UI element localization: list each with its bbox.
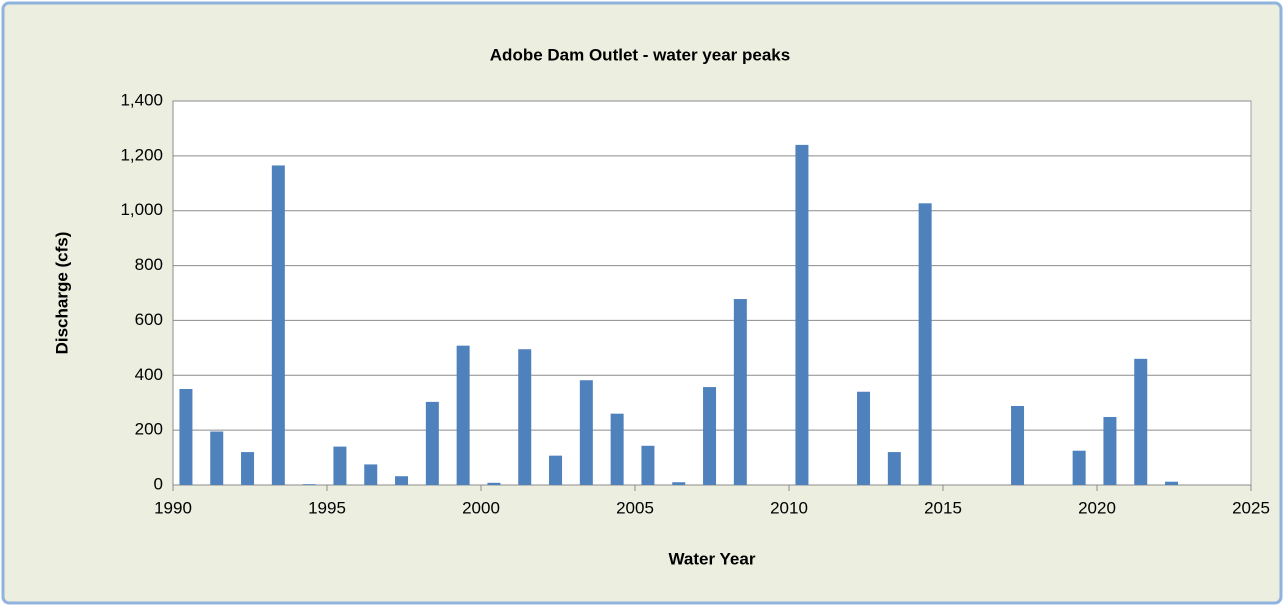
x-tick-label: 2025 (1232, 498, 1270, 517)
bar (425, 401, 439, 485)
bar (241, 452, 255, 485)
y-tick-label: 1,400 (120, 90, 163, 109)
x-tick-label: 1995 (308, 498, 346, 517)
x-tick-label: 2015 (924, 498, 962, 517)
y-tick-label: 600 (135, 310, 163, 329)
bar (487, 482, 501, 485)
bar (887, 452, 901, 485)
bar (549, 455, 563, 485)
x-tick-label: 2000 (462, 498, 500, 517)
y-tick-label: 1,200 (120, 145, 163, 164)
bar (210, 431, 224, 485)
bar (1072, 450, 1086, 485)
bar (179, 389, 193, 485)
bar (1165, 481, 1179, 485)
bar (1103, 416, 1117, 485)
x-tick-label: 2010 (770, 498, 808, 517)
x-axis-label: Water Year (669, 549, 756, 568)
bar (795, 144, 809, 485)
bar (610, 413, 624, 485)
bar (333, 446, 347, 485)
x-tick-label: 2005 (616, 498, 654, 517)
y-tick-label: 1,000 (120, 200, 163, 219)
x-tick-label: 1990 (154, 498, 192, 517)
bar (918, 203, 932, 485)
chart-title: Adobe Dam Outlet - water year peaks (490, 45, 790, 64)
bar (579, 380, 593, 485)
bar (857, 391, 871, 485)
bar (641, 445, 655, 485)
bar (302, 484, 316, 485)
bar (1011, 406, 1025, 485)
bar (395, 476, 409, 485)
bar (1134, 358, 1148, 485)
y-axis-label: Discharge (cfs) (52, 232, 71, 355)
y-tick-label: 0 (154, 474, 163, 493)
bar (456, 345, 470, 485)
bar (518, 349, 532, 485)
y-tick-label: 800 (135, 255, 163, 274)
bar (672, 482, 686, 485)
y-tick-label: 200 (135, 420, 163, 439)
y-tick-label: 400 (135, 365, 163, 384)
bar (703, 387, 717, 485)
bar (364, 464, 378, 485)
x-tick-label: 2020 (1078, 498, 1116, 517)
bar (271, 165, 285, 485)
bar (733, 299, 747, 485)
